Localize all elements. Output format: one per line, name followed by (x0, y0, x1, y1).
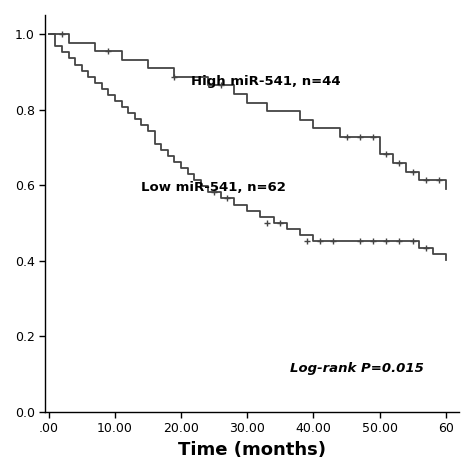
Text: Low miR-541, n=62: Low miR-541, n=62 (141, 181, 286, 193)
Text: High miR-541, n=44: High miR-541, n=44 (191, 75, 341, 88)
Text: Log-rank P=0.015: Log-rank P=0.015 (290, 362, 424, 375)
X-axis label: Time (months): Time (months) (178, 441, 326, 459)
